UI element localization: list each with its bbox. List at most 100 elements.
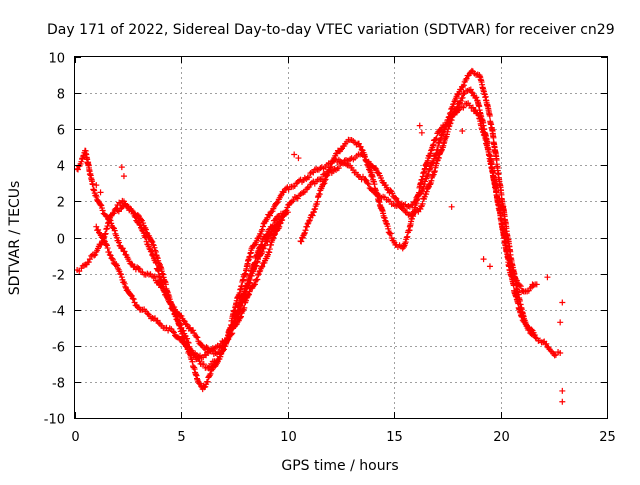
data-point [373,165,380,172]
data-point [258,264,265,271]
data-point [274,199,281,206]
data-point [93,193,100,200]
data-point [284,209,291,216]
data-point [295,155,302,162]
data-point [251,242,258,249]
data-point [531,331,538,338]
y-tick-label: 10 [48,52,65,67]
data-point [107,252,114,259]
data-point [384,186,391,193]
x-tick-label: 10 [280,430,297,445]
data-point [486,112,493,119]
data-point [103,241,110,248]
data-point [224,335,231,342]
data-point [127,292,134,299]
data-point [131,299,138,306]
data-point [103,242,110,249]
data-point [269,222,276,229]
data-point [196,358,203,365]
y-tick-label: 0 [57,233,65,248]
data-point [217,350,224,357]
data-point [107,217,114,224]
data-point [118,271,125,278]
data-point [230,319,237,326]
y-tick-label: 2 [57,196,65,211]
data-point [266,212,273,219]
data-point [89,181,96,188]
data-point [85,259,92,266]
data-point [208,367,215,374]
data-point [306,217,313,224]
data-point [473,94,480,101]
data-point [102,230,109,237]
data-point [309,212,316,219]
chart-title: Day 171 of 2022, Sidereal Day-to-day VTE… [47,22,615,38]
data-point [291,151,298,158]
data-point [170,329,177,336]
data-point [118,164,125,171]
y-tick-label: -8 [52,377,65,392]
data-point [228,326,235,333]
data-point [279,217,286,224]
data-point [95,226,102,233]
data-point [103,226,110,233]
data-point [92,251,99,258]
data-point [448,203,455,210]
data-point [251,281,258,288]
data-point [241,304,248,311]
data-point [459,128,466,135]
data-point [405,203,412,210]
data-point [338,146,344,153]
data-point [93,182,100,189]
y-tick-label: -4 [52,305,65,320]
data-point [459,94,466,101]
data-point [298,238,305,245]
data-point [134,211,141,218]
x-tick-label: 25 [599,430,616,445]
x-tick-label: 15 [386,430,403,445]
data-point [559,299,566,306]
data-point [301,231,308,238]
data-point [121,248,128,255]
data-point [467,86,474,93]
data-point [102,231,109,238]
data-point [106,251,113,258]
data-point [557,350,564,357]
data-point [468,89,475,96]
data-point [460,91,467,98]
data-point [151,244,158,251]
data-point [227,327,234,334]
data-point [389,190,396,197]
data-point [328,163,335,170]
x-tick-label: 5 [177,430,185,445]
data-point [335,165,342,172]
data-point [222,339,229,346]
data-point [392,194,399,201]
data-point [324,171,331,178]
data-point [91,252,98,259]
x-axis-label: GPS time / hours [281,458,398,474]
plot-frame [74,56,608,419]
data-point [306,174,313,181]
data-point [259,226,266,233]
data-point [203,352,210,359]
y-tick-label: -2 [52,269,65,284]
data-point [480,256,487,263]
data-point [394,198,401,205]
data-point [543,340,550,347]
data-point [204,378,211,385]
data-point [273,199,280,206]
data-point [136,265,143,272]
data-point [193,333,200,340]
data-point [150,274,157,281]
data-point [257,231,264,238]
data-point [475,111,482,118]
data-point [304,184,311,191]
x-tick-label: 20 [493,430,510,445]
data-point [419,200,426,207]
data-point [306,217,313,224]
data-point [377,175,384,182]
data-point [122,283,129,290]
